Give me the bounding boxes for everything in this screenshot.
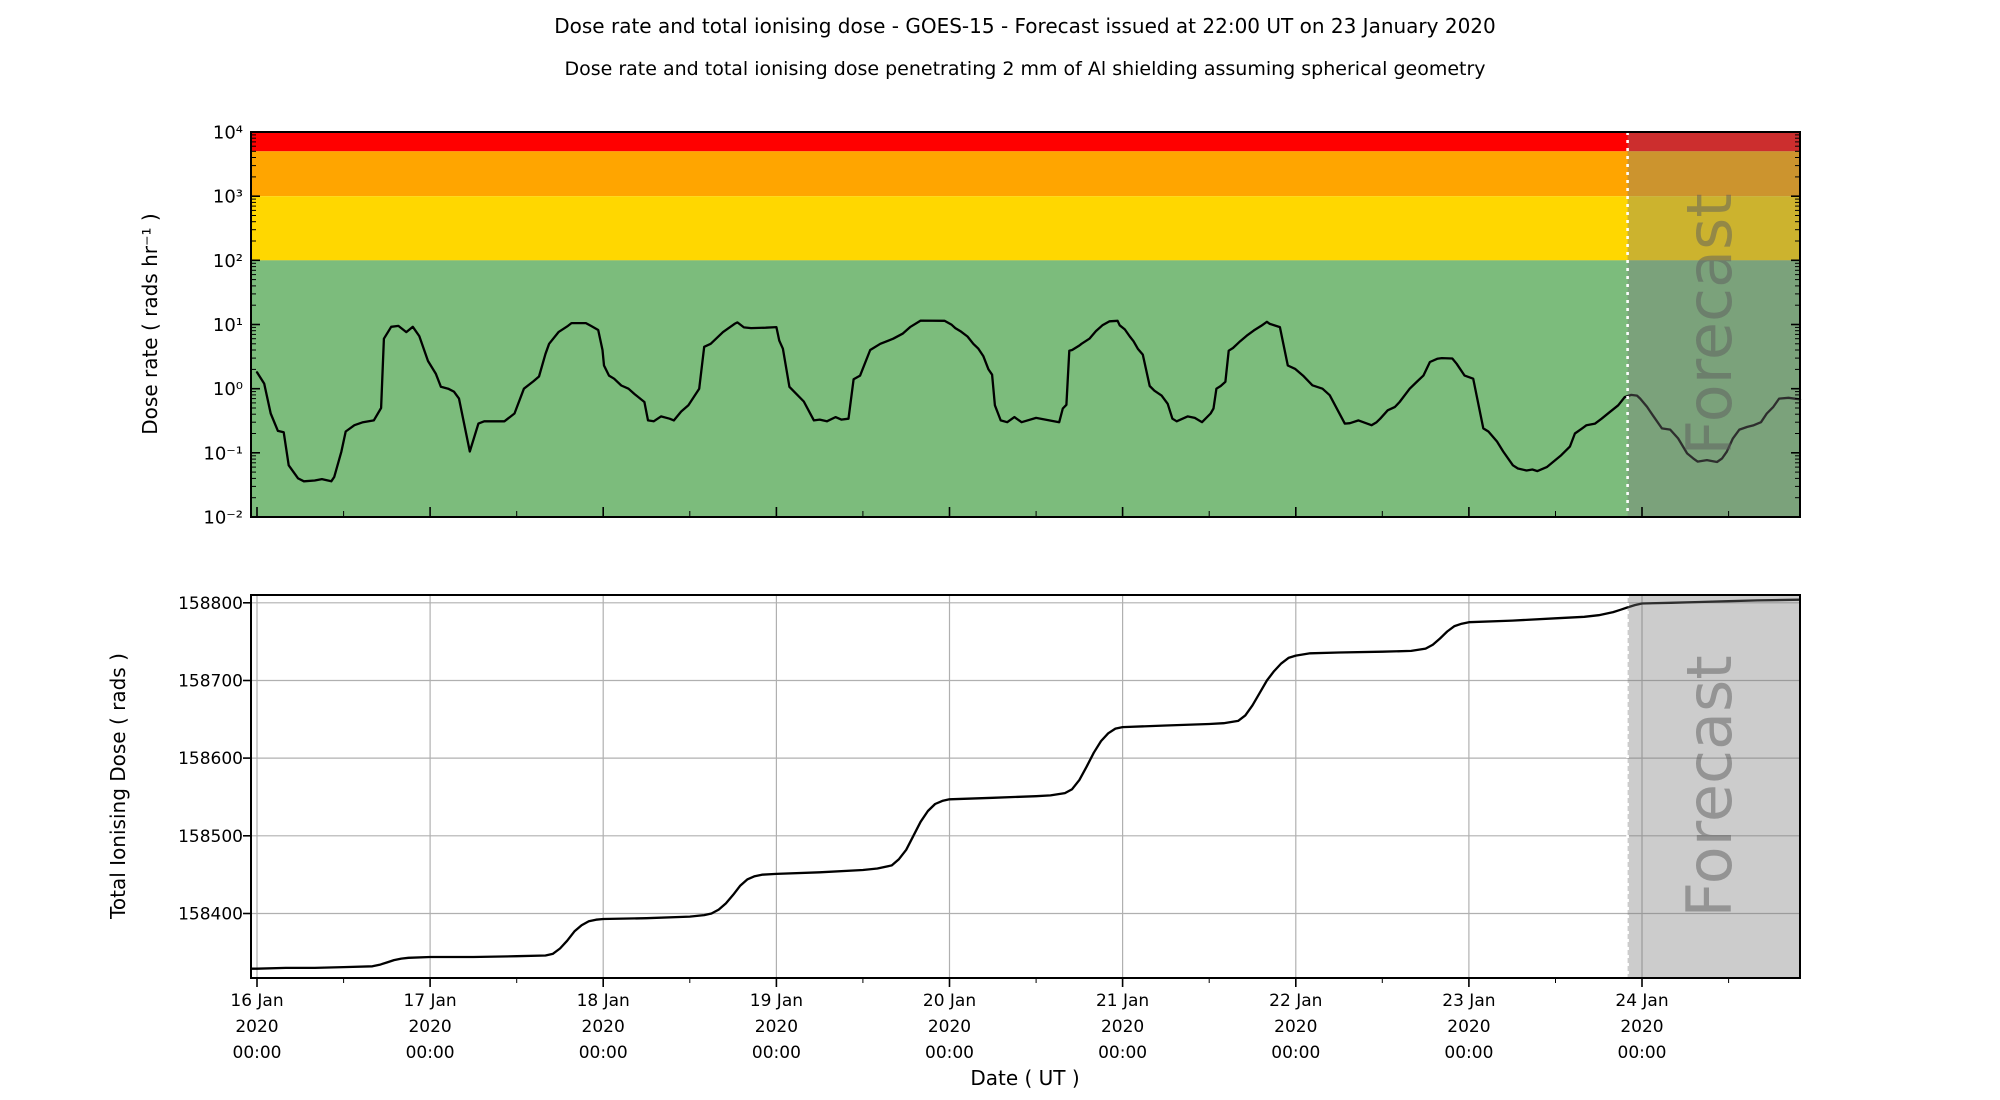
total-dose-ytick-label: 158700 <box>178 672 243 692</box>
total-dose-series-line <box>251 598 1801 970</box>
x-tick-date-label: 17 Jan 2020 00:00 <box>403 991 457 1063</box>
figure-subtitle: Dose rate and total ionising dose penetr… <box>564 58 1486 80</box>
forecast-watermark-bottom: Forecast <box>1673 655 1746 917</box>
dose-rate-ytick-label: 10⁴ <box>213 123 243 144</box>
dose-rate-ytick-label: 10⁰ <box>213 379 243 400</box>
x-tick-date-label: 19 Jan 2020 00:00 <box>749 991 804 1063</box>
x-tick-date-label: 23 Jan 2020 00:00 <box>1442 991 1496 1063</box>
x-tick-date-label: 18 Jan 2020 00:00 <box>576 991 630 1063</box>
x-tick-date-label: 21 Jan 2020 00:00 <box>1095 991 1150 1063</box>
forecast-region-bottom <box>1627 595 1800 978</box>
total-dose-gridlines <box>251 595 1800 978</box>
forecast-region-top <box>1627 132 1800 517</box>
figure-title: Dose rate and total ionising dose - GOES… <box>554 14 1496 38</box>
dose-rate-series-line <box>255 319 1802 483</box>
x-tick-date-label: 20 Jan 2020 00:00 <box>922 991 977 1063</box>
dose-rate-alert-bands <box>251 132 1800 517</box>
total-dose-axis-ticks: 158800 158700 158600 158500 158400 <box>178 594 1730 987</box>
x-tick-date-label: 24 Jan 2020 00:00 <box>1615 991 1669 1063</box>
dose-rate-panel-border <box>250 131 1801 518</box>
dose-rate-ytick-label: 10⁻¹ <box>203 443 243 464</box>
total-dose-ytick-label: 158400 <box>178 905 243 925</box>
total-dose-ytick-label: 158500 <box>178 827 243 847</box>
forecast-watermark-top: Forecast <box>1673 193 1746 455</box>
x-tick-date-label: 22 Jan 2020 00:00 <box>1269 991 1323 1063</box>
x-axis-label: Date ( UT ) <box>970 1066 1080 1090</box>
dose-rate-ytick-label: 10¹ <box>213 315 243 336</box>
total-dose-ytick-label: 158600 <box>178 749 243 769</box>
total-dose-panel-border <box>250 594 1801 979</box>
dose-rate-ytick-label: 10³ <box>213 187 243 208</box>
dose-rate-ytick-label: 10⁻² <box>203 508 243 529</box>
x-tick-date-label: 16 Jan 2020 00:00 <box>230 991 284 1063</box>
total-dose-ytick-label: 158800 <box>178 594 243 614</box>
dose-rate-ytick-label: 10² <box>213 251 243 272</box>
